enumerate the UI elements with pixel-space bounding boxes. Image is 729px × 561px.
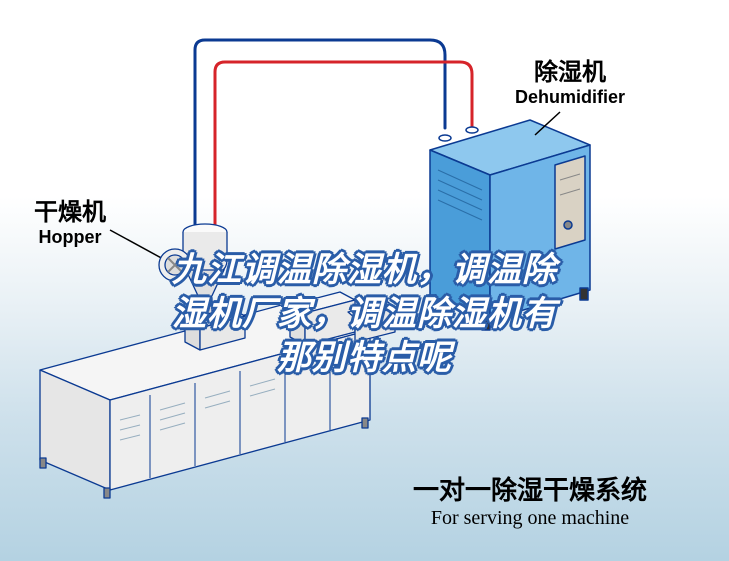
label-dehumidifier-zh: 除湿机	[480, 52, 660, 87]
label-hopper-zh: 干燥机	[10, 192, 130, 227]
label-dehumidifier-en: Dehumidifier	[480, 87, 660, 108]
label-hopper-en: Hopper	[10, 227, 130, 248]
caption: 一对一除湿干燥系统 For serving one machine	[370, 470, 690, 530]
overlay-line-3: 那别特点呢	[85, 336, 645, 380]
label-dehumidifier: 除湿机 Dehumidifier	[480, 52, 660, 108]
overlay-line-1: 九江调温除湿机，调温除	[85, 248, 645, 292]
overlay-title: 九江调温除湿机，调温除 湿机厂家，调温除湿机有 那别特点呢	[85, 248, 645, 380]
label-hopper: 干燥机 Hopper	[10, 192, 130, 248]
pipe-blue	[195, 40, 445, 232]
caption-zh: 一对一除湿干燥系统	[370, 470, 690, 507]
overlay-line-2: 湿机厂家，调温除湿机有	[85, 292, 645, 336]
caption-en: For serving one machine	[370, 507, 690, 530]
